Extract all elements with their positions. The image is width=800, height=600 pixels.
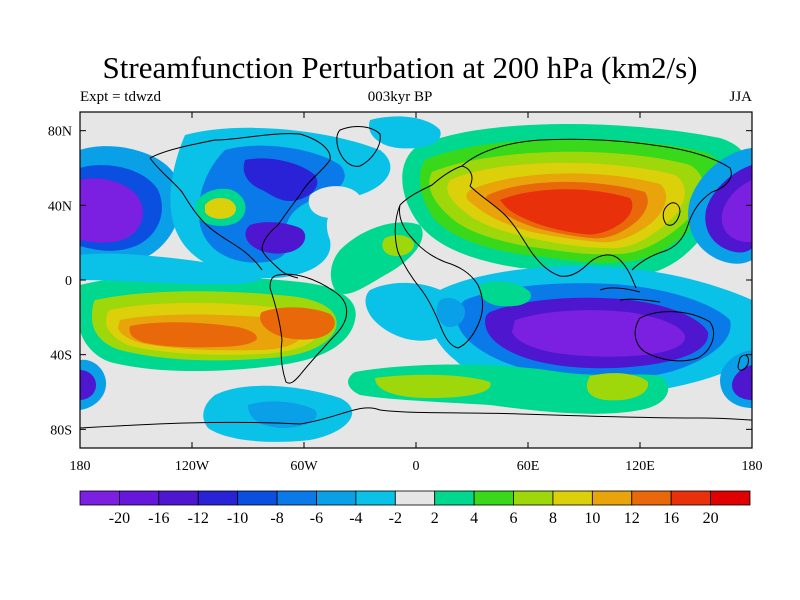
colorbar-swatch (513, 490, 554, 506)
asia-high-20 (500, 189, 633, 235)
colorbar-swatch (355, 490, 396, 506)
namerica-low-c (243, 158, 318, 201)
colorbar-swatch (79, 490, 120, 506)
tropical-atlantic-high-b (382, 235, 414, 256)
y-tick-label: 40N (48, 199, 72, 214)
x-tick-label: 180 (742, 459, 763, 474)
colorbar-swatch (158, 490, 199, 506)
south-atlantic-low (365, 282, 458, 341)
colorbar-label: -10 (227, 510, 248, 527)
colorbar: -20 -16 -12 -10 -8 -6 -4 -2 2 4 6 8 10 12 16 20 (79, 490, 751, 527)
rockies-high-b (205, 197, 236, 219)
southern-ocean-high-b (375, 374, 491, 398)
colorbar-swatch (591, 490, 633, 506)
colorbar-label: 20 (703, 510, 719, 527)
map-axes: 180 120W 60W 0 60E 120E 180 80N 40N 0 40S 80S (48, 112, 763, 474)
colorbar-swatch (276, 490, 317, 506)
x-tick-label: 120E (625, 459, 655, 474)
colorbar-swatch (119, 490, 160, 506)
colorbar-label: -6 (310, 510, 323, 527)
colorbar-label: 8 (549, 510, 557, 527)
colorbar-label: -8 (270, 510, 283, 527)
x-tick-label: 120W (175, 459, 210, 474)
colorbar-swatch (473, 490, 514, 506)
colorbar-label: -4 (349, 510, 362, 527)
colorbar-swatch (316, 490, 357, 506)
x-tick-label: 60W (290, 459, 318, 474)
y-tick-label: 40S (50, 349, 72, 364)
x-tick-label: 180 (70, 459, 91, 474)
colorbar-label: -2 (389, 510, 402, 527)
colorbar-swatch (710, 490, 751, 506)
colorbar-label: 2 (431, 510, 439, 527)
colorbar-swatch (394, 490, 436, 506)
colorbar-swatch (434, 490, 475, 506)
season-label: JJA (729, 89, 752, 105)
y-tick-label: 0 (65, 274, 72, 289)
colorbar-label: 12 (624, 510, 640, 527)
southern-ocean-high-c (586, 373, 649, 401)
colorbar-label: 4 (470, 510, 478, 527)
colorbar-swatch (197, 490, 239, 506)
y-tick-label: 80S (50, 423, 72, 438)
pacific-low-east-c (721, 180, 752, 242)
time-label: 003kyr BP (367, 89, 433, 105)
pacific-low-west-c (80, 178, 143, 243)
atlantic-neutral (308, 186, 362, 218)
indian-low-d (512, 310, 686, 357)
spacific-high-e (129, 322, 257, 348)
namerica-low-d (245, 222, 306, 254)
africa-high (479, 281, 531, 307)
colorbar-label: -20 (109, 510, 130, 527)
colorbar-label: -12 (188, 510, 209, 527)
sepacific-low-b (80, 370, 96, 400)
y-tick-label: 80N (48, 125, 72, 140)
south-atlantic-low-b (436, 298, 466, 328)
swpacific-low-b (732, 365, 752, 400)
antarctic-low-b (248, 401, 317, 428)
colorbar-swatch (631, 490, 672, 506)
colorbar-swatch (237, 490, 278, 506)
coastlines (80, 126, 752, 429)
colorbar-swatch (552, 490, 593, 506)
colorbar-label: 10 (584, 510, 600, 527)
x-tick-label: 0 (413, 459, 420, 474)
streamfunction-map (80, 112, 752, 448)
experiment-label: Expt = tdwzd (80, 89, 161, 105)
arctic-low (369, 116, 441, 149)
colorbar-swatch (670, 490, 711, 506)
colorbar-label: 16 (663, 510, 679, 527)
map-title: Streamfunction Perturbation at 200 hPa (… (102, 50, 698, 85)
colorbar-label: 6 (510, 510, 518, 527)
x-tick-label: 60E (517, 459, 540, 474)
tropical-pacific-low (80, 253, 263, 285)
colorbar-label: -16 (148, 510, 169, 527)
spacific-high-f (260, 307, 335, 340)
